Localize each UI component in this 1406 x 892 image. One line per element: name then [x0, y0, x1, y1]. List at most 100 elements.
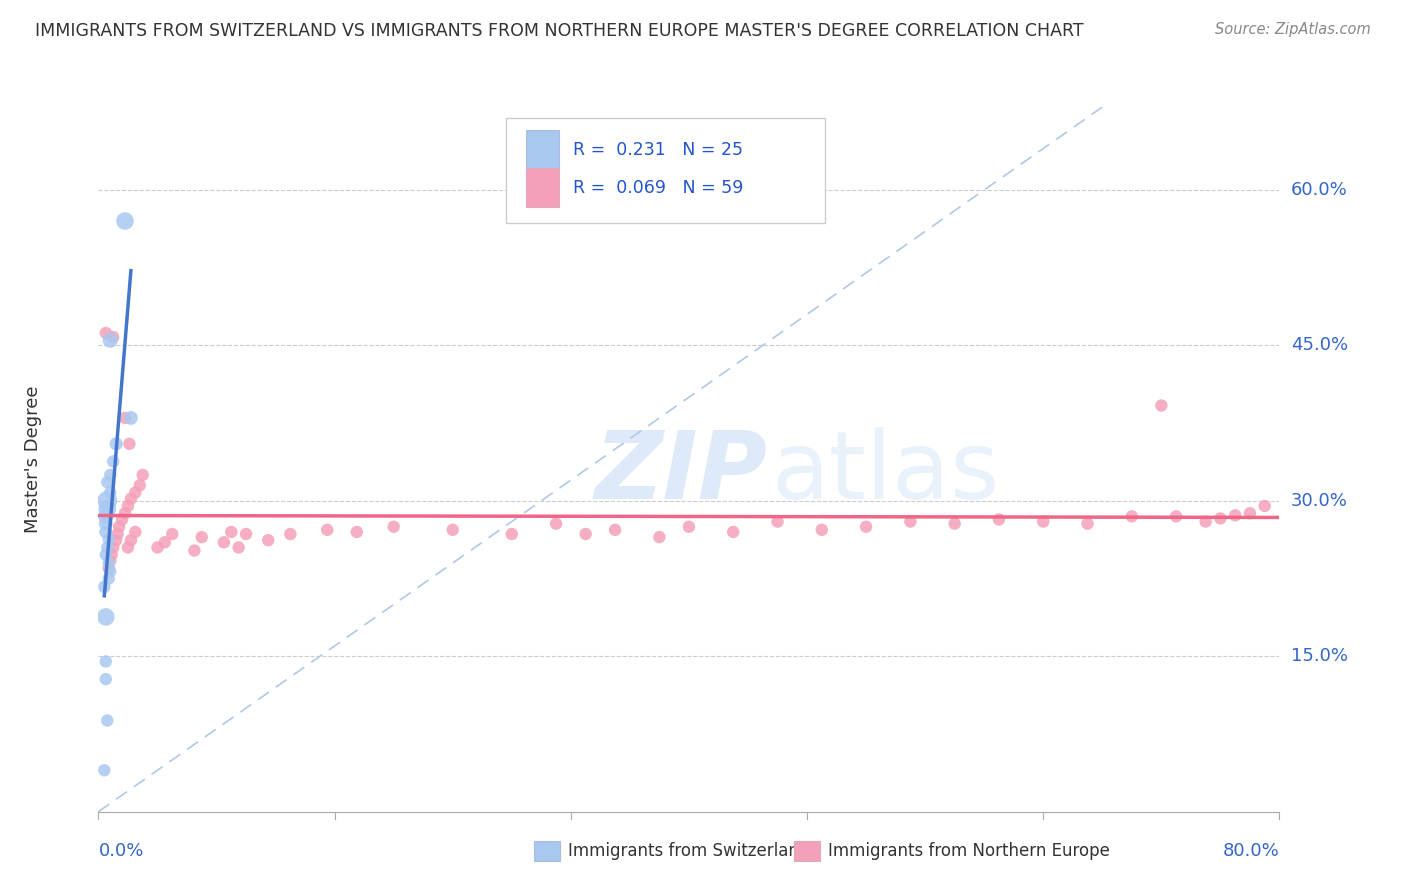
Point	[191, 530, 214, 544]
Text: 45.0%: 45.0%	[1291, 336, 1348, 354]
Point	[94, 655, 117, 669]
Point	[544, 516, 567, 531]
Point	[94, 516, 117, 531]
Text: R =  0.069   N = 59: R = 0.069 N = 59	[574, 178, 744, 197]
FancyBboxPatch shape	[526, 130, 560, 169]
Point	[118, 437, 141, 451]
Text: 30.0%: 30.0%	[1291, 491, 1347, 510]
Point	[810, 523, 832, 537]
Point	[114, 411, 136, 425]
Point	[96, 502, 118, 516]
Point	[382, 520, 405, 534]
Text: IMMIGRANTS FROM SWITZERLAND VS IMMIGRANTS FROM NORTHERN EUROPE MASTER'S DEGREE C: IMMIGRANTS FROM SWITZERLAND VS IMMIGRANT…	[35, 22, 1084, 40]
Point	[212, 535, 235, 549]
Point	[120, 411, 142, 425]
Point	[94, 548, 117, 562]
Point	[162, 527, 183, 541]
Point	[94, 524, 117, 539]
Point	[93, 580, 115, 594]
Point	[98, 564, 121, 578]
Point	[900, 515, 922, 529]
Point	[103, 454, 125, 468]
Point	[1223, 508, 1246, 523]
Point	[1164, 509, 1187, 524]
Text: Source: ZipAtlas.com: Source: ZipAtlas.com	[1215, 22, 1371, 37]
Point	[235, 527, 257, 541]
Point	[98, 333, 121, 347]
Point	[94, 610, 117, 624]
Text: 15.0%: 15.0%	[1291, 648, 1347, 665]
Point	[278, 527, 302, 541]
Point	[103, 330, 125, 344]
Point	[1032, 515, 1054, 529]
Point	[316, 523, 339, 537]
Point	[855, 520, 877, 534]
Point	[120, 491, 142, 506]
Point	[648, 530, 671, 544]
Text: R =  0.231   N = 25: R = 0.231 N = 25	[574, 141, 744, 159]
Point	[117, 499, 139, 513]
Point	[96, 714, 118, 728]
Point	[105, 437, 128, 451]
Text: Immigrants from Switzerland: Immigrants from Switzerland	[568, 842, 810, 860]
Point	[1150, 399, 1173, 413]
Point	[1209, 511, 1232, 525]
Point	[605, 523, 627, 537]
Point	[114, 506, 136, 520]
Point	[98, 485, 121, 500]
Point	[574, 527, 596, 541]
Point	[146, 541, 169, 555]
FancyBboxPatch shape	[526, 169, 560, 207]
Point	[1077, 516, 1099, 531]
Point	[1239, 506, 1261, 520]
Point	[987, 512, 1010, 526]
Point	[97, 561, 120, 575]
Point	[128, 478, 150, 492]
Point	[96, 541, 118, 555]
Point	[441, 523, 464, 537]
Text: 80.0%: 80.0%	[1223, 842, 1279, 860]
Text: 60.0%: 60.0%	[1291, 181, 1347, 199]
Point	[124, 524, 146, 539]
Text: Immigrants from Northern Europe: Immigrants from Northern Europe	[828, 842, 1109, 860]
Point	[93, 764, 115, 778]
Point	[96, 475, 118, 490]
Text: atlas: atlas	[772, 427, 1000, 519]
Point	[257, 533, 280, 548]
Point	[346, 524, 368, 539]
Point	[97, 556, 120, 570]
Point	[943, 516, 966, 531]
Point	[98, 467, 121, 482]
Point	[1254, 499, 1277, 513]
Point	[1195, 515, 1218, 529]
Point	[501, 527, 523, 541]
Point	[111, 512, 134, 526]
FancyBboxPatch shape	[506, 118, 825, 223]
Point	[96, 493, 118, 508]
Text: Master's Degree: Master's Degree	[24, 385, 42, 533]
Point	[117, 541, 139, 555]
Text: 0.0%: 0.0%	[98, 842, 143, 860]
Point	[97, 572, 120, 586]
Point	[228, 541, 250, 555]
Point	[219, 524, 242, 539]
Point	[94, 672, 117, 686]
Point	[100, 548, 122, 562]
Point	[103, 541, 125, 555]
Point	[1121, 509, 1143, 524]
Point	[766, 515, 789, 529]
Point	[124, 485, 146, 500]
Point	[132, 467, 155, 482]
Point	[678, 520, 700, 534]
Point	[94, 326, 117, 340]
Point	[105, 533, 128, 548]
Point	[107, 527, 129, 541]
Point	[108, 520, 131, 534]
Point	[98, 554, 121, 568]
Point	[120, 533, 142, 548]
Point	[153, 535, 176, 549]
Point	[114, 214, 136, 228]
Point	[97, 532, 120, 546]
Point	[94, 509, 117, 524]
Point	[183, 543, 205, 558]
